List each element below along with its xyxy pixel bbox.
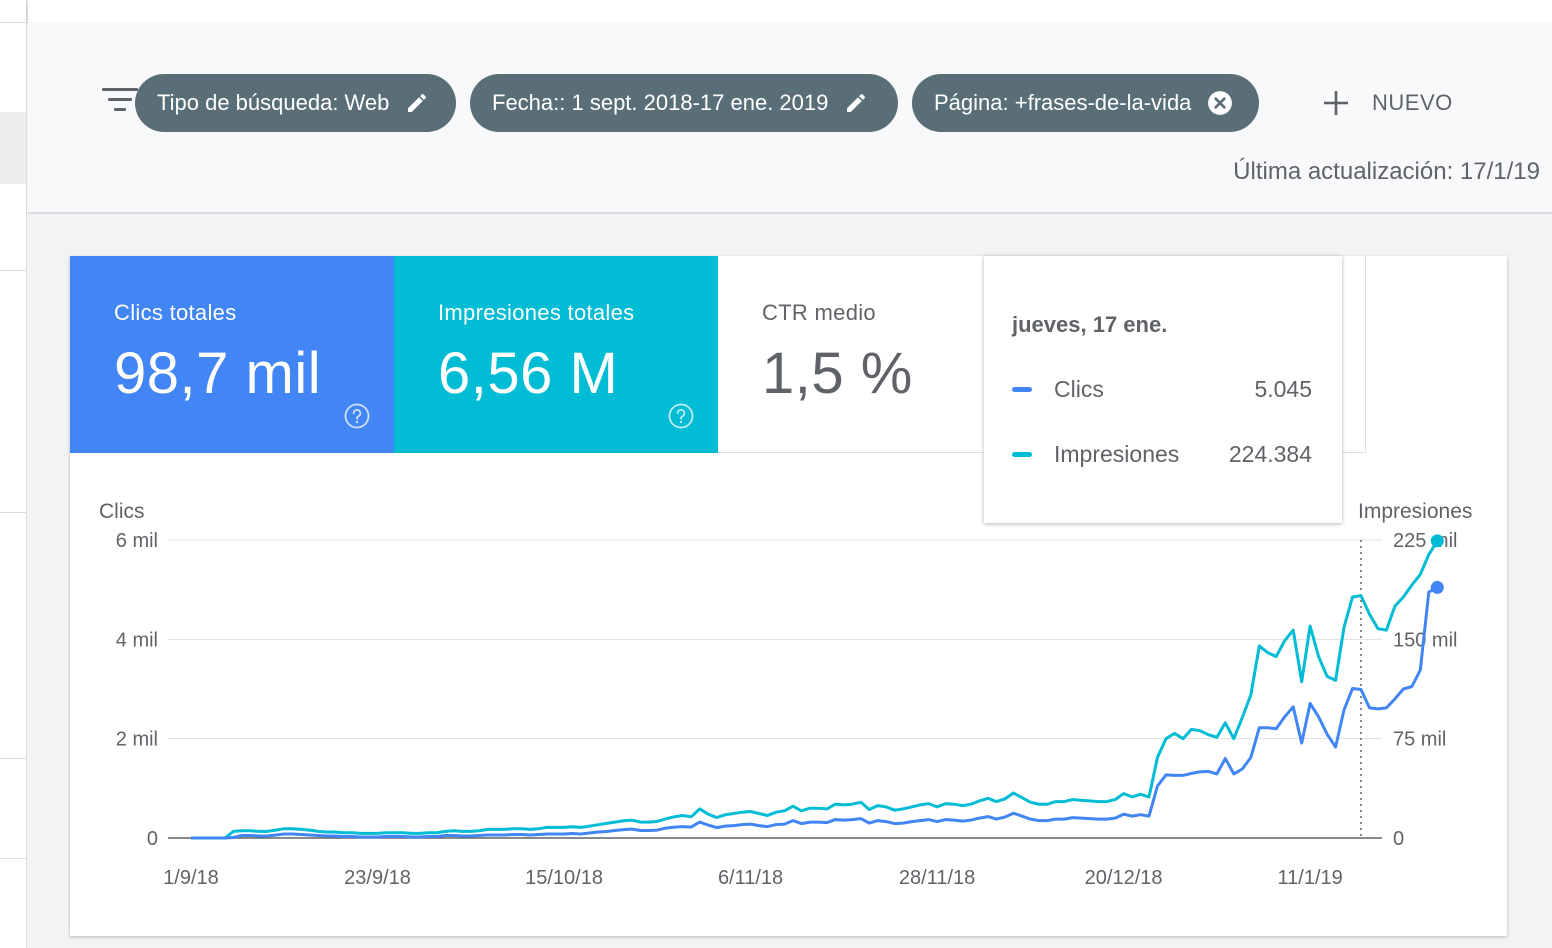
metric-label: CTR medio xyxy=(762,300,876,325)
sidebar-divider xyxy=(0,758,26,759)
last-update-text: Última actualización: 17/1/19 xyxy=(1233,158,1540,185)
sidebar-divider xyxy=(0,22,26,23)
legend-swatch-clicks xyxy=(1012,386,1032,392)
chip-label: Tipo de búsqueda: Web xyxy=(157,90,390,115)
app-bar xyxy=(28,0,1552,22)
metric-label: Impresiones totales xyxy=(438,300,635,325)
plus-icon xyxy=(1324,91,1348,115)
tooltip-series-name: Impresiones xyxy=(1054,440,1180,467)
help-icon[interactable] xyxy=(344,403,370,429)
filter-bar: Tipo de búsqueda: Web Fecha:: 1 sept. 20… xyxy=(28,22,1552,214)
sidebar-strip xyxy=(0,0,27,948)
filter-chip-date[interactable]: Fecha:: 1 sept. 2018-17 ene. 2019 xyxy=(470,74,898,132)
tooltip-row-impressions: Impresiones 224.384 xyxy=(1012,439,1312,469)
metric-value: 1,5 % xyxy=(762,341,913,406)
chip-label: Página: +frases-de-la-vida xyxy=(934,90,1192,115)
filter-chip-page[interactable]: Página: +frases-de-la-vida xyxy=(912,74,1259,132)
legend-swatch-impressions xyxy=(1012,451,1032,457)
help-icon[interactable] xyxy=(668,403,694,429)
tooltip-date: jueves, 17 ene. xyxy=(1012,312,1168,337)
pencil-icon[interactable] xyxy=(844,91,868,115)
sidebar-divider xyxy=(0,512,26,513)
chart-tooltip: jueves, 17 ene. Clics 5.045 Impresiones … xyxy=(984,256,1342,523)
filter-icon[interactable] xyxy=(102,88,138,114)
add-filter-button[interactable]: NUEVO xyxy=(1322,84,1453,122)
close-circle-icon[interactable] xyxy=(1207,90,1233,116)
sidebar-item-active[interactable] xyxy=(0,112,26,184)
sidebar-divider xyxy=(0,858,26,859)
metric-value: 98,7 mil xyxy=(114,341,322,406)
metric-value: 6,56 M xyxy=(438,341,619,406)
metric-tile-impressions[interactable]: Impresiones totales 6,56 M xyxy=(394,256,718,453)
metric-tile-clicks[interactable]: Clics totales 98,7 mil xyxy=(70,256,394,453)
tooltip-series-name: Clics xyxy=(1054,375,1104,402)
chip-label: Fecha:: 1 sept. 2018-17 ene. 2019 xyxy=(492,90,829,115)
pencil-icon[interactable] xyxy=(405,91,429,115)
add-filter-label: NUEVO xyxy=(1372,90,1453,115)
tooltip-series-value: 224.384 xyxy=(1228,440,1312,467)
tooltip-series-value: 5.045 xyxy=(1254,375,1312,402)
tooltip-row-clicks: Clics 5.045 xyxy=(1012,374,1312,404)
sidebar-divider xyxy=(0,270,26,271)
filter-chip-search-type[interactable]: Tipo de búsqueda: Web xyxy=(135,74,456,132)
metric-label: Clics totales xyxy=(114,300,237,325)
